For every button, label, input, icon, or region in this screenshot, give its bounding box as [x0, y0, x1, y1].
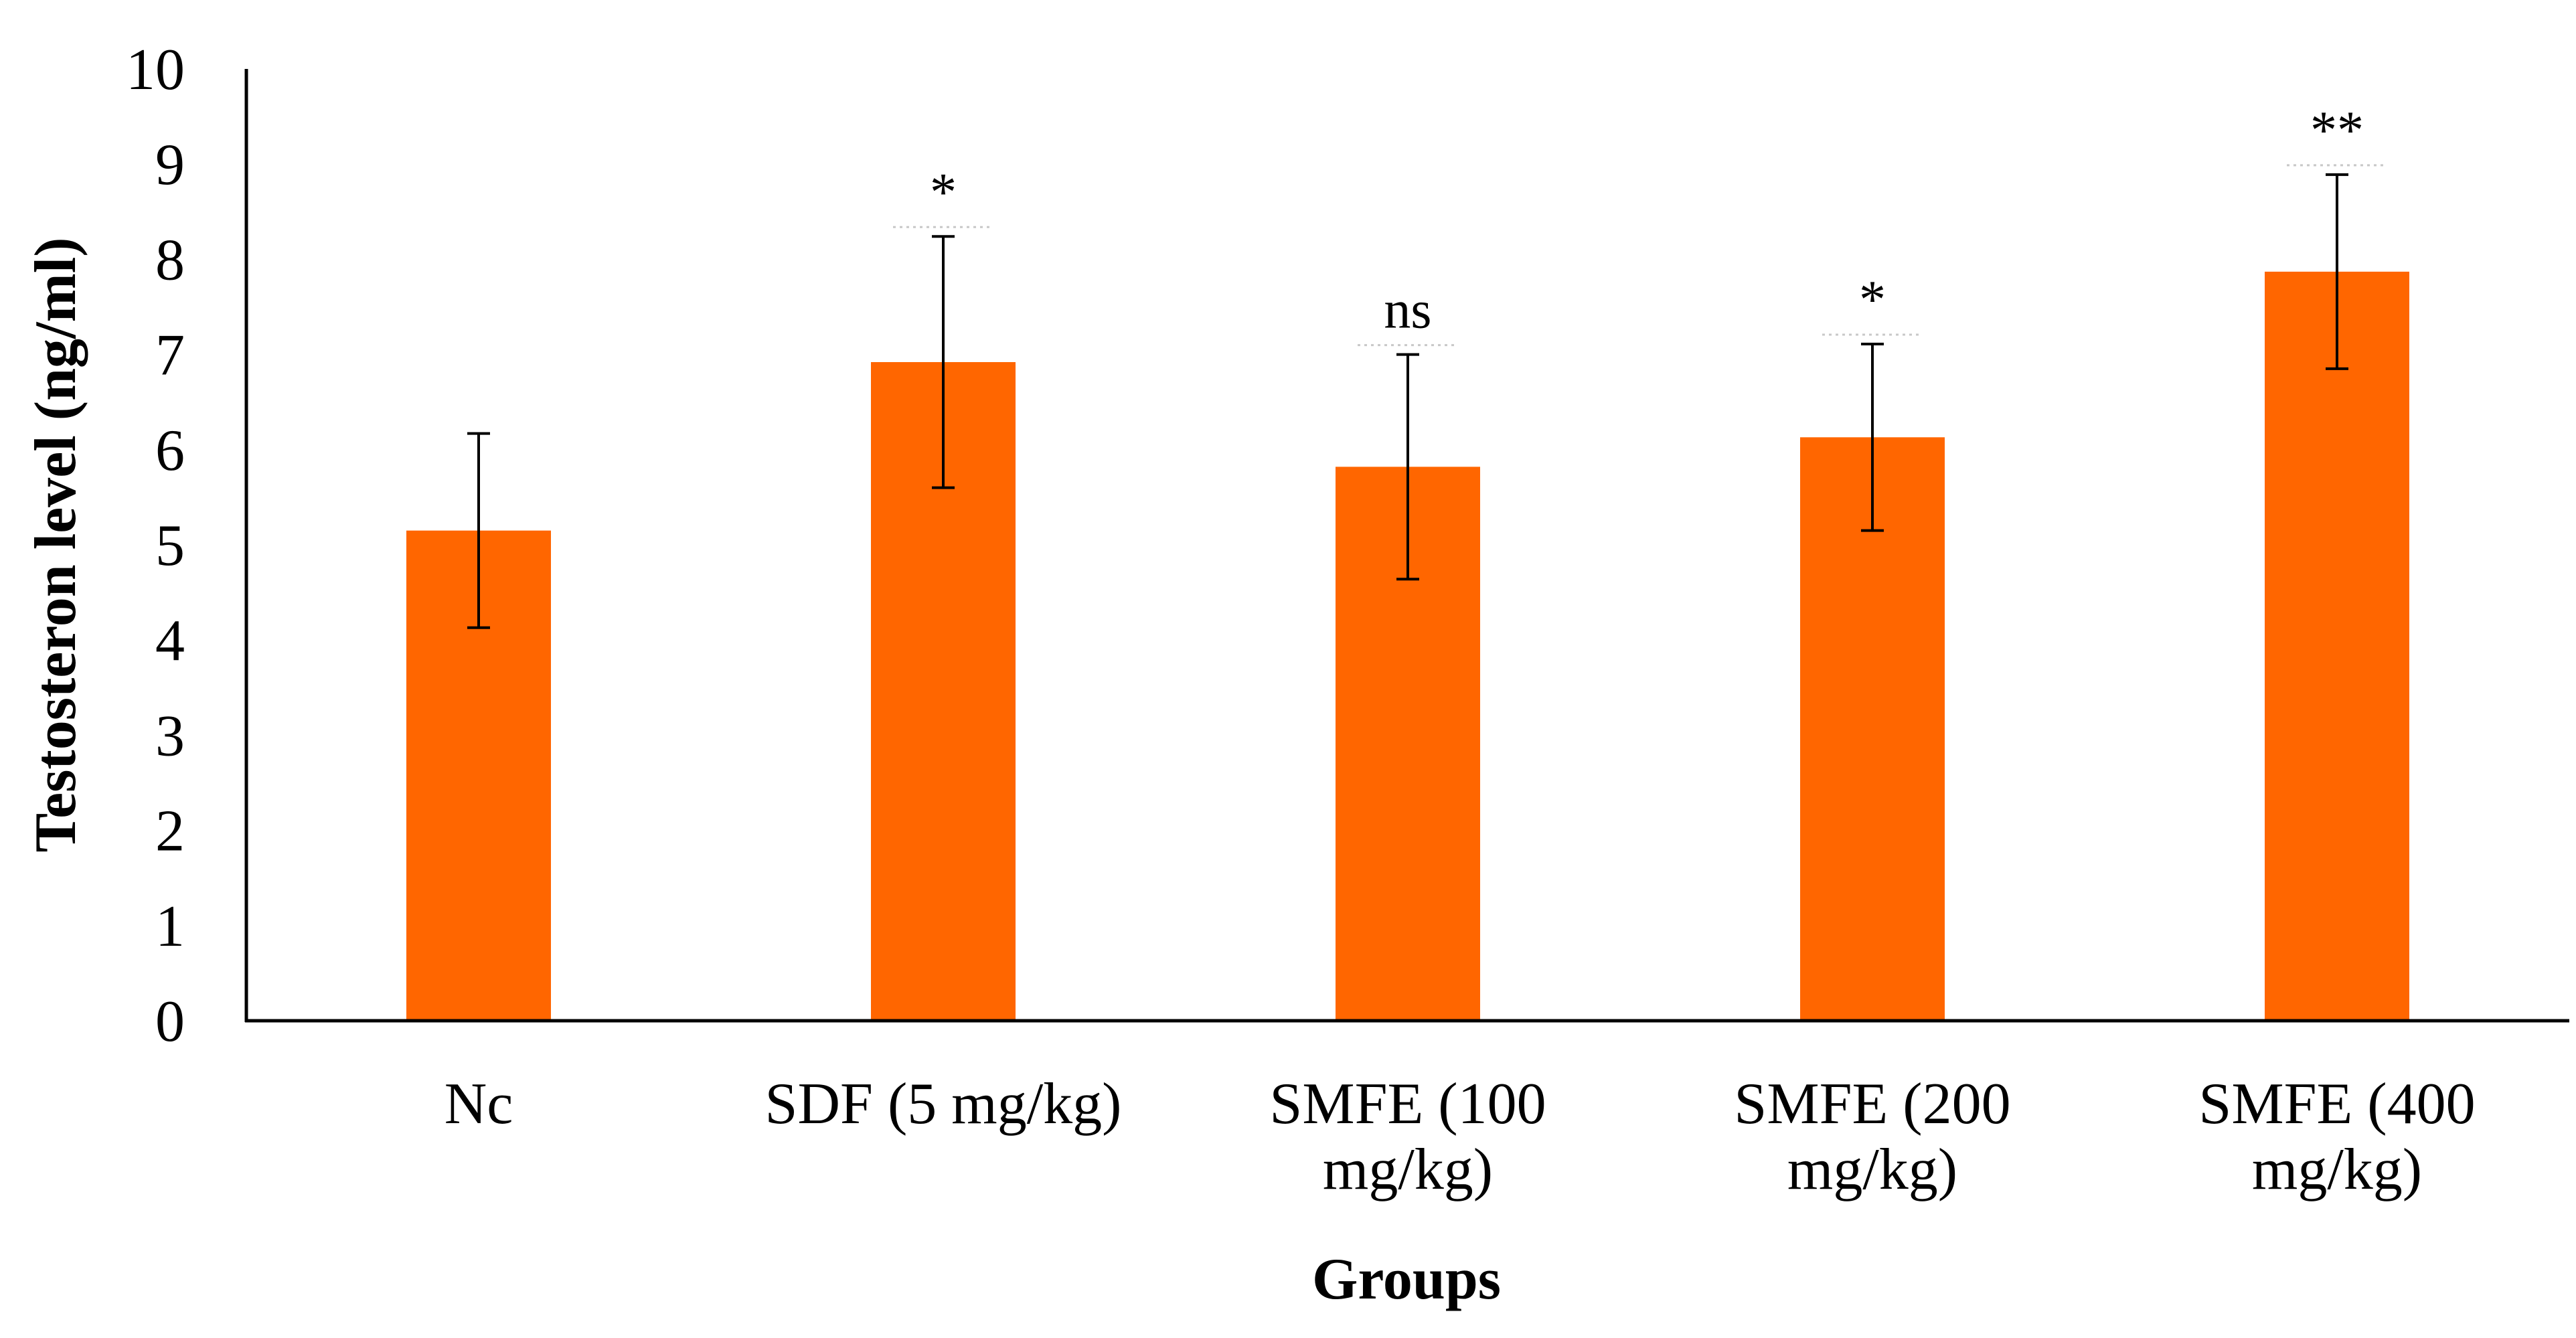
significance-label: **: [2310, 101, 2364, 160]
bar: [2265, 271, 2409, 1021]
bars-group: [406, 271, 2409, 1021]
x-category-label: SMFE (200 mg/kg): [1734, 1072, 2010, 1202]
y-tick-label: 0: [155, 989, 185, 1054]
error-bar: [1396, 353, 1419, 581]
y-tick-label: 6: [155, 418, 185, 483]
y-tick-label: 10: [126, 37, 185, 102]
error-bar: [2326, 173, 2348, 370]
bar: [1800, 437, 1945, 1021]
error-bar: [1861, 342, 1884, 532]
significance-label: ns: [1384, 281, 1431, 340]
y-ticks-group: 0 1 2 3 4 5 6 7 8 9 10: [126, 37, 185, 1054]
significance-label: *: [1859, 270, 1886, 329]
y-tick-label: 8: [155, 228, 185, 292]
error-bars-group: [467, 173, 2348, 629]
y-tick-label: 1: [155, 894, 185, 959]
y-tick-label: 3: [155, 703, 185, 768]
x-category-label: Nc: [445, 1072, 513, 1137]
x-category-label: SMFE (100 mg/kg): [1269, 1072, 1546, 1202]
y-tick-label: 5: [155, 513, 185, 578]
x-categories-group: Nc SDF (5 mg/kg) SMFE (100 mg/kg) SMFE (200 m…: [445, 1072, 2476, 1202]
y-axis-title: Testosteron level (ng/ml): [23, 237, 88, 852]
error-bar: [932, 235, 955, 489]
x-axis-title: Groups: [1312, 1247, 1501, 1312]
y-tick-label: 7: [155, 323, 185, 388]
y-tick-label: 4: [155, 608, 185, 673]
significance-label: *: [930, 163, 957, 222]
y-tick-label: 9: [155, 133, 185, 197]
significance-group: *ns ***: [893, 101, 2387, 347]
x-category-label: SDF (5 mg/kg): [765, 1072, 1122, 1137]
x-category-label: SMFE (400 mg/kg): [2198, 1072, 2475, 1202]
error-bar: [467, 432, 490, 629]
y-tick-label: 2: [155, 799, 185, 864]
